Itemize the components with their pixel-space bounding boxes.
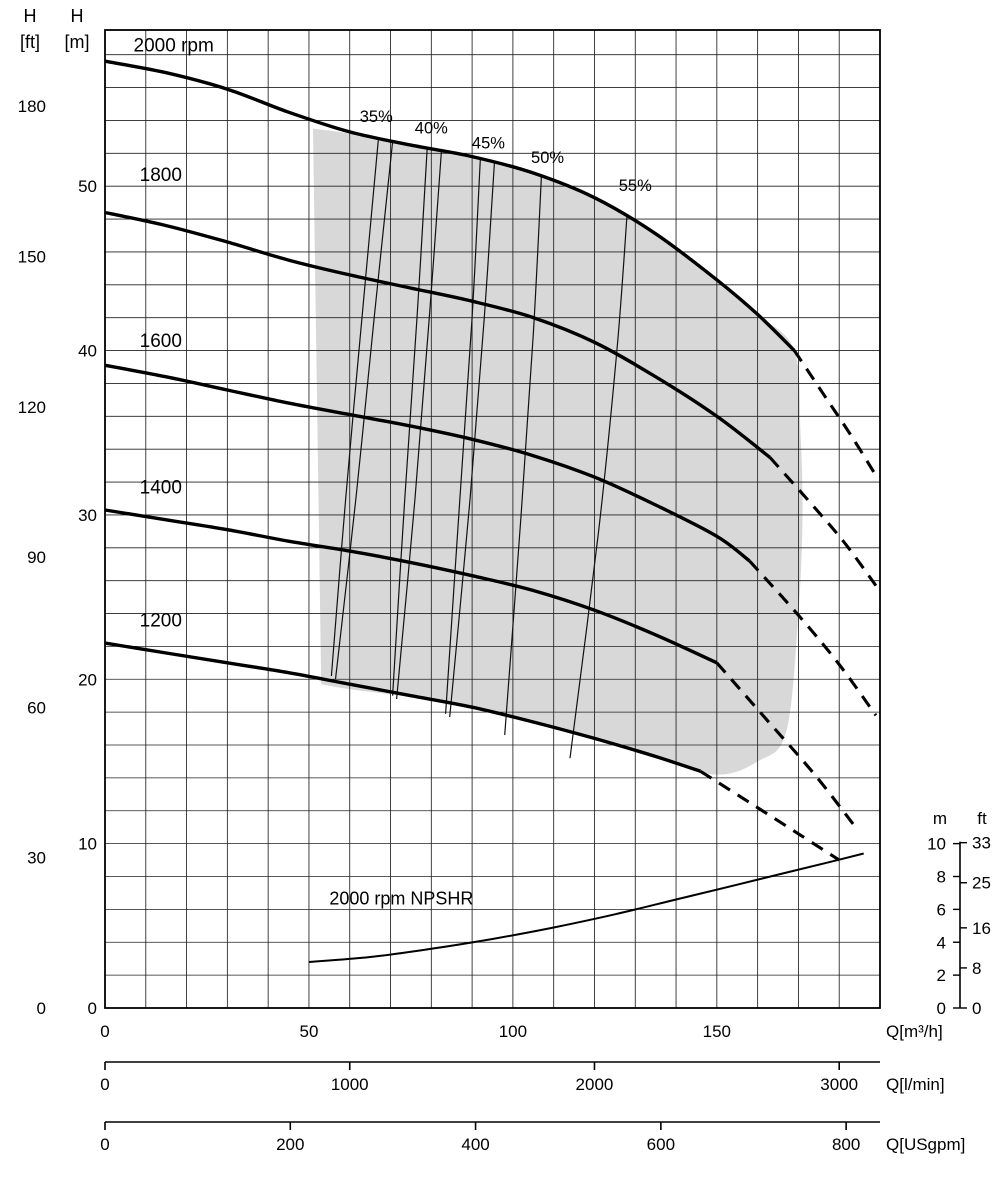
efficiency-label-55%: 55% [619,177,652,195]
efficiency-line-55% [569,214,628,759]
pump-curve-2000 [104,59,796,352]
ft-tick-120: 120 [18,398,46,417]
left-axis-header-ft: H [24,6,37,26]
lmin-axis-title: Q[l/min] [886,1075,945,1094]
npshr-m-tick-0: 0 [937,999,946,1018]
npshr-curve [308,852,864,963]
m3h-tick-0: 0 [100,1022,109,1041]
npshr-ft-tick-33: 33 [972,834,991,853]
pump-curve-label-1400: 1400 [140,478,182,499]
npshr-m-tick-6: 6 [937,900,946,919]
efficiency-line-45%-1 [445,159,481,714]
ft-tick-60: 60 [27,698,46,717]
m-tick-50: 50 [78,177,97,196]
efficiency-line-45%-2 [449,161,496,718]
usgpm-tick-600: 600 [647,1135,675,1154]
m-tick-10: 10 [78,835,97,854]
operating-envelope [313,128,803,775]
pump-curve-1600 [104,363,751,563]
pump-curve-1200-dashed [699,769,841,862]
grid [105,30,880,1008]
npshr-ft-tick-25: 25 [972,874,991,893]
m3h-tick-50: 50 [299,1022,318,1041]
m-tick-30: 30 [78,506,97,525]
usgpm-tick-400: 400 [461,1135,489,1154]
usgpm-tick-0: 0 [100,1135,109,1154]
m3h-axis-title: Q[m³/h] [886,1022,943,1041]
npshr-ft-tick-16: 16 [972,919,991,938]
pump-curve-1800 [104,210,771,459]
plot-border [104,29,881,1009]
npshr-m-tick-10: 10 [927,835,946,854]
ft-tick-30: 30 [27,849,46,868]
lmin-tick-1000: 1000 [331,1075,369,1094]
pump-curve-1200 [104,641,702,773]
npshr-m-tick-4: 4 [937,933,946,952]
pump-curve-1400 [104,508,718,665]
ft-tick-150: 150 [18,247,46,266]
pump-curve-2000-dashed [793,349,878,477]
usgpm-axis-title: Q[USgpm] [886,1135,965,1154]
pump-curve-label-1800: 1800 [140,165,182,186]
efficiency-label-40%: 40% [415,120,448,138]
m-tick-40: 40 [78,342,97,361]
ft-tick-180: 180 [18,97,46,116]
pump-curve-1400-dashed [715,661,857,829]
pump-curve-label-1200: 1200 [140,611,182,632]
npshr-ft-tick-0: 0 [972,999,981,1018]
npshr-m-tick-2: 2 [937,966,946,985]
left-axis-header-ft-unit: [ft] [20,32,40,52]
efficiency-line-35%-2 [334,141,394,680]
efficiency-label-50%: 50% [531,149,564,167]
left-axis-header-m-unit: [m] [65,32,90,52]
ft-tick-0: 0 [37,999,46,1018]
efficiency-label-45%: 45% [472,134,505,152]
m3h-tick-150: 150 [703,1022,731,1041]
usgpm-tick-200: 200 [276,1135,304,1154]
left-axis-header-m: H [71,6,84,26]
lmin-tick-3000: 3000 [820,1075,858,1094]
npshr-m-header: m [933,809,947,828]
efficiency-line-50% [504,176,542,736]
pump-curve-label-1600: 1600 [140,331,182,352]
npshr-m-tick-8: 8 [937,868,946,887]
efficiency-line-40%-1 [392,148,428,696]
pump-curve-label-2000: 2000 rpm [134,35,214,56]
m-tick-0: 0 [88,999,97,1018]
npshr-ft-header: ft [977,809,987,828]
npshr-ft-tick-8: 8 [972,959,981,978]
m-tick-20: 20 [78,670,97,689]
efficiency-label-35%: 35% [360,108,393,126]
usgpm-tick-800: 800 [832,1135,860,1154]
pump-curve-1800-dashed [768,456,878,587]
lmin-tick-2000: 2000 [576,1075,614,1094]
npshr-curve-label: 2000 rpm NPSHR [329,888,473,908]
efficiency-line-35%-1 [330,140,379,677]
m3h-tick-100: 100 [499,1022,527,1041]
lmin-tick-0: 0 [100,1075,109,1094]
efficiency-line-40%-2 [396,149,443,700]
ft-tick-90: 90 [27,548,46,567]
pump-curve-1600-dashed [748,559,878,717]
